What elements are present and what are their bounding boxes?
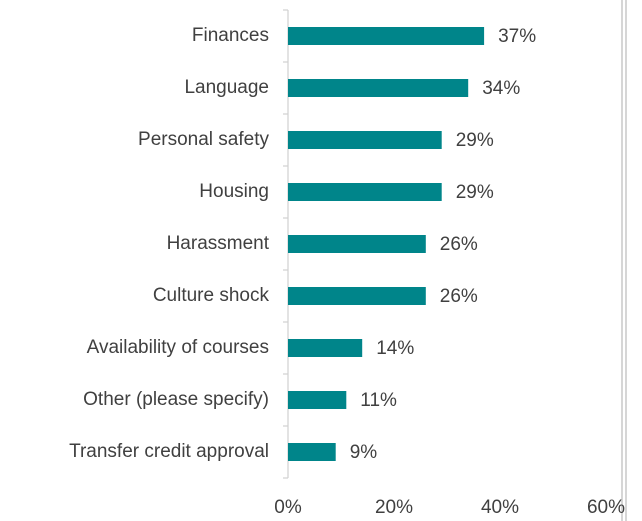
- bar: [288, 27, 485, 45]
- x-tick-label: 20%: [375, 497, 413, 518]
- y-tick-label: Language: [184, 77, 269, 98]
- x-tick-label: 40%: [481, 497, 519, 518]
- bar: [288, 131, 442, 149]
- value-label: 26%: [440, 234, 478, 255]
- bar: [288, 287, 426, 305]
- y-tick-label: Finances: [192, 25, 269, 46]
- bar: [288, 391, 347, 409]
- value-label: 14%: [376, 338, 414, 359]
- bar: [288, 235, 426, 253]
- value-label: 9%: [350, 442, 378, 463]
- value-label: 29%: [456, 130, 494, 151]
- x-tick-label: 60%: [587, 497, 625, 518]
- x-tick-label: 0%: [274, 497, 302, 518]
- bar: [288, 339, 363, 357]
- y-tick-label: Housing: [199, 181, 269, 202]
- value-label: 11%: [360, 390, 397, 411]
- y-tick-label: Other (please specify): [83, 389, 269, 410]
- y-tick-label: Culture shock: [153, 285, 270, 306]
- value-label: 37%: [498, 26, 536, 47]
- bar: [288, 443, 336, 461]
- y-tick-label: Transfer credit approval: [69, 441, 269, 462]
- value-label: 29%: [456, 182, 494, 203]
- value-label: 34%: [482, 78, 520, 99]
- y-tick-label: Harassment: [167, 233, 270, 254]
- y-tick-label: Availability of courses: [87, 337, 269, 358]
- bar: [288, 183, 442, 201]
- value-label: 26%: [440, 286, 478, 307]
- bar: [288, 79, 469, 97]
- y-tick-label: Personal safety: [138, 129, 269, 150]
